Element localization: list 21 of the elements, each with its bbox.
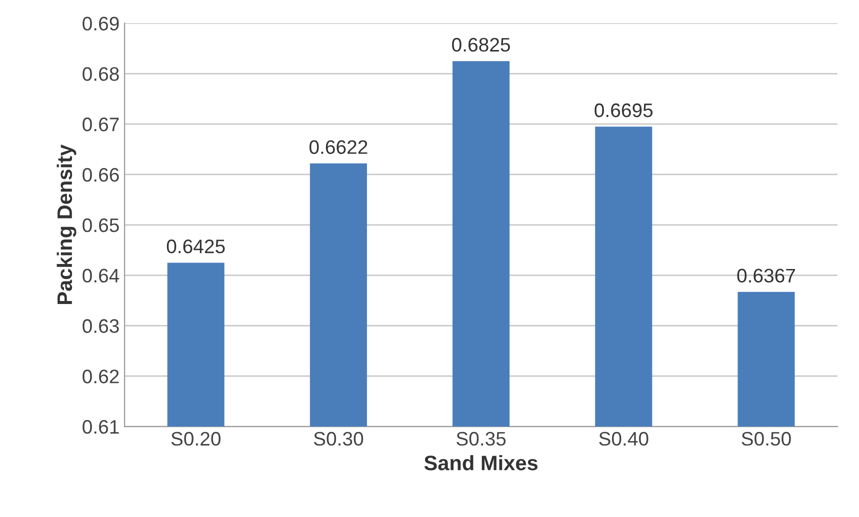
data-label: 0.6825 (452, 38, 510, 52)
y-tick-label: 0.64 (82, 268, 120, 283)
x-tick-label: S0.20 (171, 432, 220, 446)
y-tick-label: 0.66 (82, 168, 119, 182)
x-tick-label: S0.30 (314, 432, 364, 446)
x-tick-label: S0.50 (742, 432, 791, 446)
x-tick-label: S0.35 (456, 432, 506, 446)
x-axis-title: Sand Mixes (424, 455, 538, 470)
y-tick-label: 0.62 (82, 370, 119, 384)
y-tick-label: 0.69 (82, 16, 119, 30)
data-label: 0.6622 (309, 140, 368, 154)
data-label: 0.6425 (166, 240, 225, 254)
y-tick-label: 0.65 (82, 218, 119, 232)
y-tick-label: 0.63 (82, 319, 119, 333)
y-tick-label: 0.61 (82, 420, 119, 434)
y-tick-label: 0.68 (82, 67, 119, 81)
data-label: 0.6367 (737, 268, 795, 283)
data-label: 0.6695 (594, 103, 653, 118)
x-tick-label: S0.40 (599, 432, 648, 446)
y-tick-label: 0.67 (82, 118, 119, 132)
y-axis-title: Packing Density (56, 144, 76, 304)
